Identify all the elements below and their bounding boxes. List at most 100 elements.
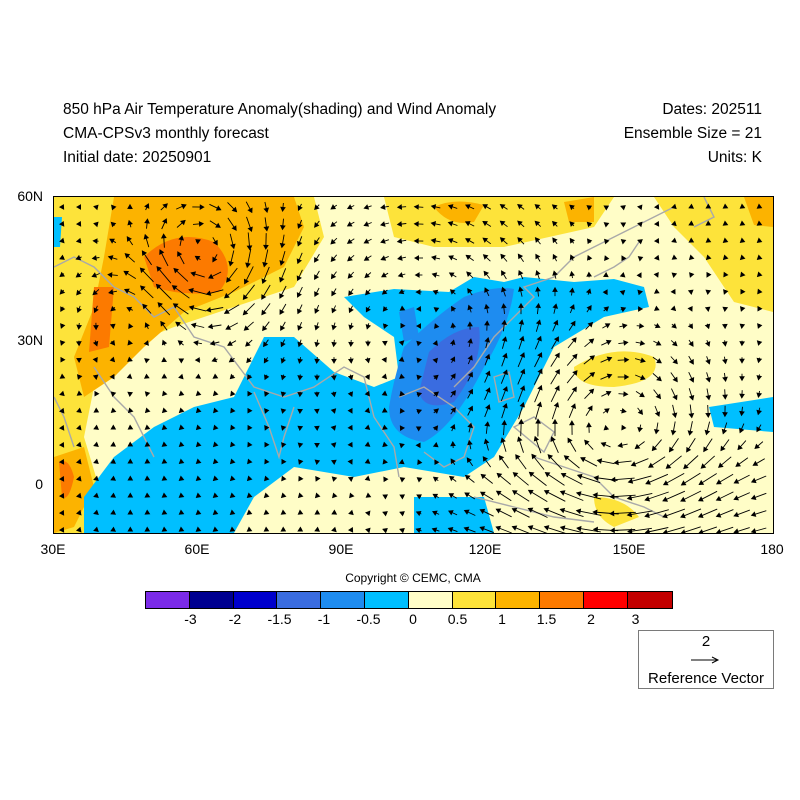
wind-vector-head bbox=[722, 203, 729, 209]
wind-vector-head bbox=[58, 204, 65, 210]
wind-vector-head bbox=[654, 411, 661, 417]
wind-vector-head bbox=[381, 356, 387, 363]
wind-vector-head bbox=[415, 323, 421, 329]
wind-vector-head bbox=[193, 340, 199, 346]
wind-vector-head bbox=[622, 323, 628, 329]
wind-vector-head bbox=[450, 458, 456, 465]
wind-vector-head bbox=[672, 358, 678, 365]
wind-vector-head bbox=[364, 424, 371, 430]
wind-vector-head bbox=[127, 509, 134, 515]
wind-vector-head bbox=[417, 459, 423, 466]
wind-vector-head bbox=[592, 526, 598, 533]
wind-vector-head bbox=[247, 458, 253, 465]
wind-vector-head bbox=[501, 336, 508, 342]
wind-vector-head bbox=[213, 424, 219, 431]
wind-vector-head bbox=[415, 511, 422, 517]
wind-vector-head bbox=[190, 322, 197, 329]
wind-vector-head bbox=[279, 242, 286, 249]
wind-vector-head bbox=[92, 289, 98, 296]
wind-vector-head bbox=[606, 356, 613, 362]
wind-vector-head bbox=[569, 270, 575, 277]
wind-vector-head bbox=[348, 324, 354, 331]
wind-vector-head bbox=[703, 446, 709, 453]
colorbar-swatch bbox=[627, 592, 672, 608]
wind-vector-head bbox=[262, 325, 268, 332]
wind-vector-head bbox=[364, 272, 370, 279]
wind-vector-head bbox=[586, 238, 593, 245]
wind-vector-head bbox=[161, 373, 168, 379]
wind-vector-head bbox=[637, 221, 643, 228]
wind-vector-head bbox=[447, 221, 454, 227]
wind-vector-head bbox=[331, 307, 337, 314]
wind-vector-head bbox=[127, 203, 133, 210]
wind-vector-head bbox=[380, 221, 386, 227]
wind-vector-head bbox=[756, 220, 763, 226]
wind-vector-head bbox=[570, 403, 577, 410]
wind-vector-head bbox=[671, 254, 678, 260]
wind-vector-head bbox=[680, 480, 687, 486]
wind-vector-head bbox=[585, 288, 592, 294]
wind-vector-head bbox=[722, 323, 728, 330]
wind-vector-head bbox=[623, 340, 629, 346]
wind-vector-head bbox=[177, 251, 183, 257]
wind-vector-head bbox=[750, 477, 757, 484]
wind-vector-head bbox=[195, 390, 202, 396]
wind-vector-head bbox=[733, 528, 739, 533]
wind-vector-head bbox=[399, 477, 406, 483]
wind-vector-head bbox=[671, 237, 677, 243]
wind-vector-head bbox=[528, 471, 535, 478]
wind-vector-head bbox=[225, 324, 232, 330]
wind-vector-head bbox=[58, 442, 65, 448]
wind-vector-head bbox=[144, 424, 151, 430]
wind-vector-head bbox=[620, 239, 627, 245]
wind-vector-head bbox=[697, 512, 704, 519]
wind-vector-head bbox=[688, 203, 695, 209]
wind-vector-head bbox=[365, 341, 371, 347]
wind-vector-head bbox=[554, 368, 560, 375]
wind-vector-head bbox=[264, 458, 270, 465]
wind-vector-head bbox=[511, 525, 518, 531]
wind-vector-head bbox=[348, 307, 354, 314]
wind-vector-head bbox=[297, 324, 303, 331]
wind-vector-head bbox=[263, 226, 270, 232]
wind-vector-head bbox=[716, 479, 722, 485]
wind-vector-head bbox=[207, 323, 214, 330]
wind-vector-head bbox=[230, 390, 236, 397]
wind-vector-head bbox=[653, 238, 660, 244]
wind-vector-head bbox=[620, 222, 627, 228]
wind-vector-head bbox=[195, 441, 202, 448]
wind-vector-head bbox=[171, 285, 178, 291]
wind-vector-head bbox=[571, 386, 577, 393]
wind-vector-head bbox=[76, 341, 82, 347]
wind-vector-head bbox=[537, 384, 543, 391]
wind-vector-head bbox=[620, 205, 626, 211]
wind-vector-head bbox=[60, 323, 66, 329]
wind-vector-head bbox=[280, 358, 286, 364]
wind-vector-head bbox=[76, 526, 82, 533]
wind-vector-head bbox=[161, 492, 168, 498]
lon-tick-label: 180 bbox=[760, 541, 784, 557]
wind-vector-head bbox=[604, 255, 610, 262]
wind-vector-head bbox=[396, 204, 403, 210]
wind-vector-head bbox=[671, 220, 677, 227]
wind-vector-head bbox=[671, 340, 678, 347]
coastlines bbox=[54, 197, 715, 523]
wind-vector-head bbox=[364, 374, 370, 381]
wind-vector-head bbox=[178, 407, 185, 414]
wind-vector-head bbox=[621, 407, 627, 414]
wind-vector-head bbox=[178, 492, 185, 498]
wind-vector-head bbox=[688, 358, 694, 365]
wind-vector-head bbox=[705, 237, 712, 243]
wind-vector-head bbox=[465, 254, 472, 260]
wind-vector-head bbox=[198, 221, 204, 227]
wind-vector-head bbox=[93, 407, 100, 413]
wind-vector-head bbox=[280, 408, 287, 414]
wind-vector-head bbox=[433, 374, 439, 381]
wind-vector-head bbox=[450, 356, 456, 363]
wind-vector-head bbox=[75, 458, 82, 465]
wind-vector-head bbox=[754, 443, 761, 450]
colorbar-tick-label: 1 bbox=[498, 611, 506, 627]
wind-vector-head bbox=[518, 319, 525, 325]
wind-vector-head bbox=[298, 459, 304, 465]
wind-vector-head bbox=[479, 491, 486, 497]
